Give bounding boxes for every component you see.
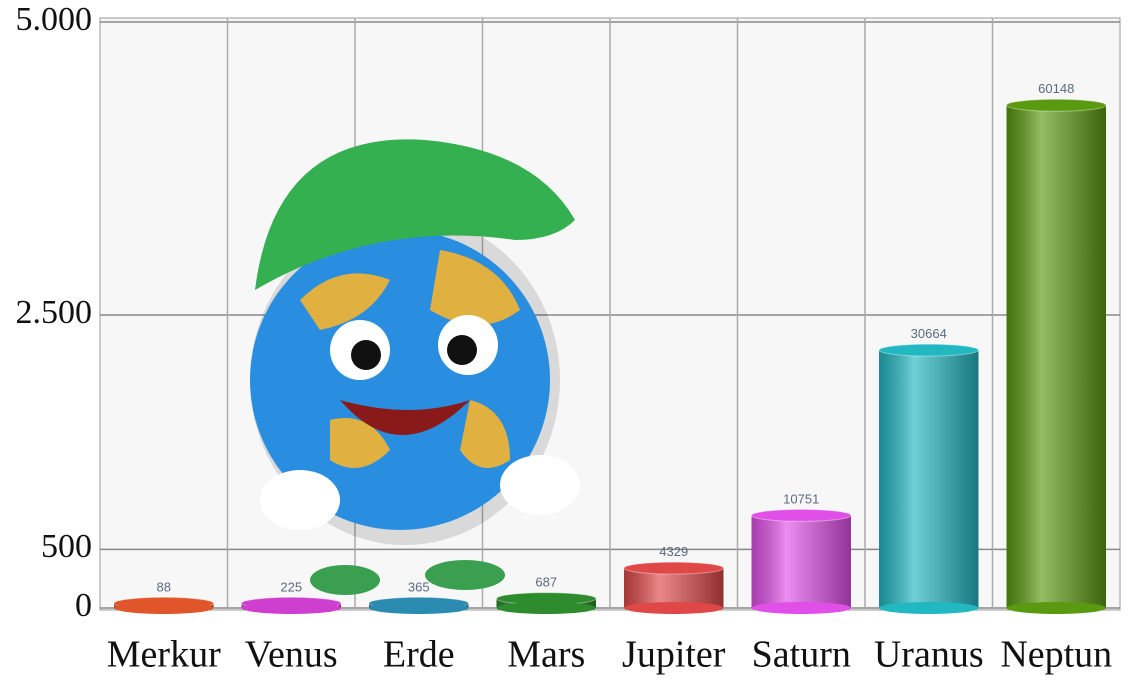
x-tick-label: Uranus [874, 634, 984, 676]
bar-base [1006, 602, 1106, 614]
bar-top [878, 343, 979, 357]
bar-group: 365 [368, 579, 469, 614]
bar-base [369, 602, 469, 614]
bar-group: 687 [496, 575, 597, 614]
bar-shade [1006, 105, 1106, 608]
bar-top [623, 561, 724, 575]
bar-annotation: 30664 [911, 326, 947, 341]
y-tick-label: 0 [75, 587, 92, 624]
x-tick-label: Jupiter [622, 634, 726, 676]
bar-top [751, 508, 852, 522]
bar-group: 60148 [1006, 81, 1107, 614]
y-tick-label: 2.500 [16, 294, 93, 331]
bar-annotation: 225 [280, 579, 302, 594]
bar-top [1006, 98, 1107, 112]
x-tick-label: Venus [245, 634, 338, 676]
bar-shade [879, 350, 979, 608]
bar-base [624, 602, 724, 614]
bar-annotation: 60148 [1038, 81, 1074, 96]
x-tick-label: Merkur [107, 634, 221, 676]
mascot [250, 139, 580, 595]
bar-annotation: 88 [157, 579, 171, 594]
bar-annotation: 687 [535, 575, 557, 590]
bar-base [751, 602, 851, 614]
bar-base [241, 602, 341, 614]
x-tick-label: Neptun [1000, 634, 1112, 676]
y-tick-label: 5.000 [16, 1, 93, 38]
x-tick-label: Saturn [752, 634, 851, 676]
x-tick-label: Erde [383, 634, 455, 676]
bar-base [879, 602, 979, 614]
bar-group: 225 [241, 579, 342, 614]
bar-base [114, 602, 214, 614]
x-tick-label: Mars [507, 634, 585, 676]
bars: 88 225 365 687 4329 10751 30664 60148 [113, 81, 1107, 614]
bar-group: 88 [113, 579, 214, 614]
bar-annotation: 365 [408, 579, 430, 594]
bar-shade [751, 515, 851, 608]
bar-group: 30664 [878, 326, 979, 614]
bar-group: 4329 [623, 544, 724, 614]
bar-shade [624, 568, 724, 608]
bar-base [496, 602, 596, 614]
bar-annotation: 4329 [659, 544, 688, 559]
bar-annotation: 10751 [783, 491, 819, 506]
y-tick-label: 500 [41, 528, 92, 565]
bar-group: 10751 [751, 491, 852, 614]
